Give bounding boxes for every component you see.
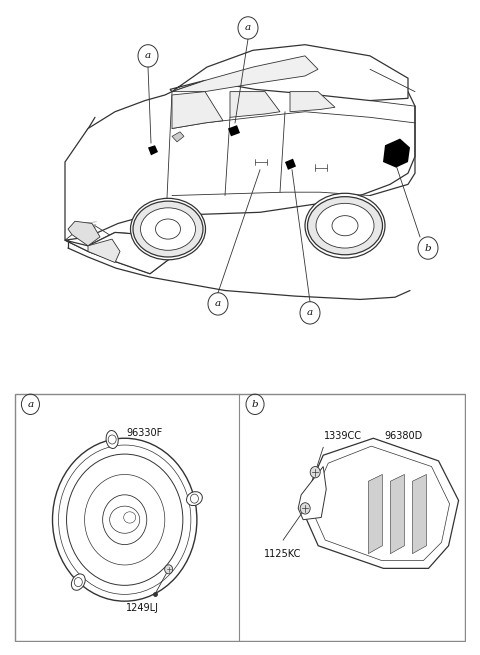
Polygon shape bbox=[412, 474, 427, 553]
Text: a: a bbox=[145, 51, 151, 60]
Text: a: a bbox=[215, 299, 221, 309]
Polygon shape bbox=[148, 145, 158, 155]
Ellipse shape bbox=[131, 198, 205, 260]
Ellipse shape bbox=[187, 492, 203, 506]
Polygon shape bbox=[230, 92, 280, 117]
Polygon shape bbox=[303, 438, 458, 569]
Polygon shape bbox=[290, 92, 335, 112]
Text: b: b bbox=[252, 400, 258, 409]
Ellipse shape bbox=[316, 203, 374, 248]
Polygon shape bbox=[170, 45, 408, 101]
Polygon shape bbox=[172, 132, 184, 142]
Polygon shape bbox=[311, 446, 450, 561]
Polygon shape bbox=[65, 233, 172, 274]
Polygon shape bbox=[88, 239, 120, 263]
Circle shape bbox=[300, 503, 310, 514]
Text: a: a bbox=[27, 400, 34, 409]
Circle shape bbox=[310, 466, 320, 478]
Text: a: a bbox=[245, 24, 251, 33]
Polygon shape bbox=[68, 221, 100, 246]
Polygon shape bbox=[228, 125, 240, 136]
Polygon shape bbox=[383, 139, 410, 168]
Ellipse shape bbox=[124, 512, 136, 523]
Text: 96330F: 96330F bbox=[127, 428, 163, 438]
Ellipse shape bbox=[133, 201, 203, 257]
Text: 1249LJ: 1249LJ bbox=[126, 603, 159, 613]
Ellipse shape bbox=[308, 196, 383, 255]
Ellipse shape bbox=[156, 219, 180, 239]
Text: 1125KC: 1125KC bbox=[264, 549, 302, 559]
Circle shape bbox=[165, 565, 173, 574]
Polygon shape bbox=[172, 92, 223, 128]
Text: b: b bbox=[425, 244, 432, 253]
Text: 1339CC: 1339CC bbox=[324, 431, 362, 441]
Polygon shape bbox=[390, 474, 405, 553]
Ellipse shape bbox=[72, 574, 85, 590]
Ellipse shape bbox=[141, 208, 195, 250]
Text: 96380D: 96380D bbox=[384, 431, 422, 441]
Text: a: a bbox=[307, 309, 313, 318]
Polygon shape bbox=[65, 56, 415, 240]
Ellipse shape bbox=[305, 193, 385, 258]
Polygon shape bbox=[298, 466, 326, 519]
Polygon shape bbox=[368, 474, 383, 553]
Ellipse shape bbox=[106, 430, 118, 449]
Polygon shape bbox=[285, 159, 296, 170]
Ellipse shape bbox=[109, 506, 140, 533]
Ellipse shape bbox=[332, 215, 358, 236]
Polygon shape bbox=[172, 56, 318, 92]
